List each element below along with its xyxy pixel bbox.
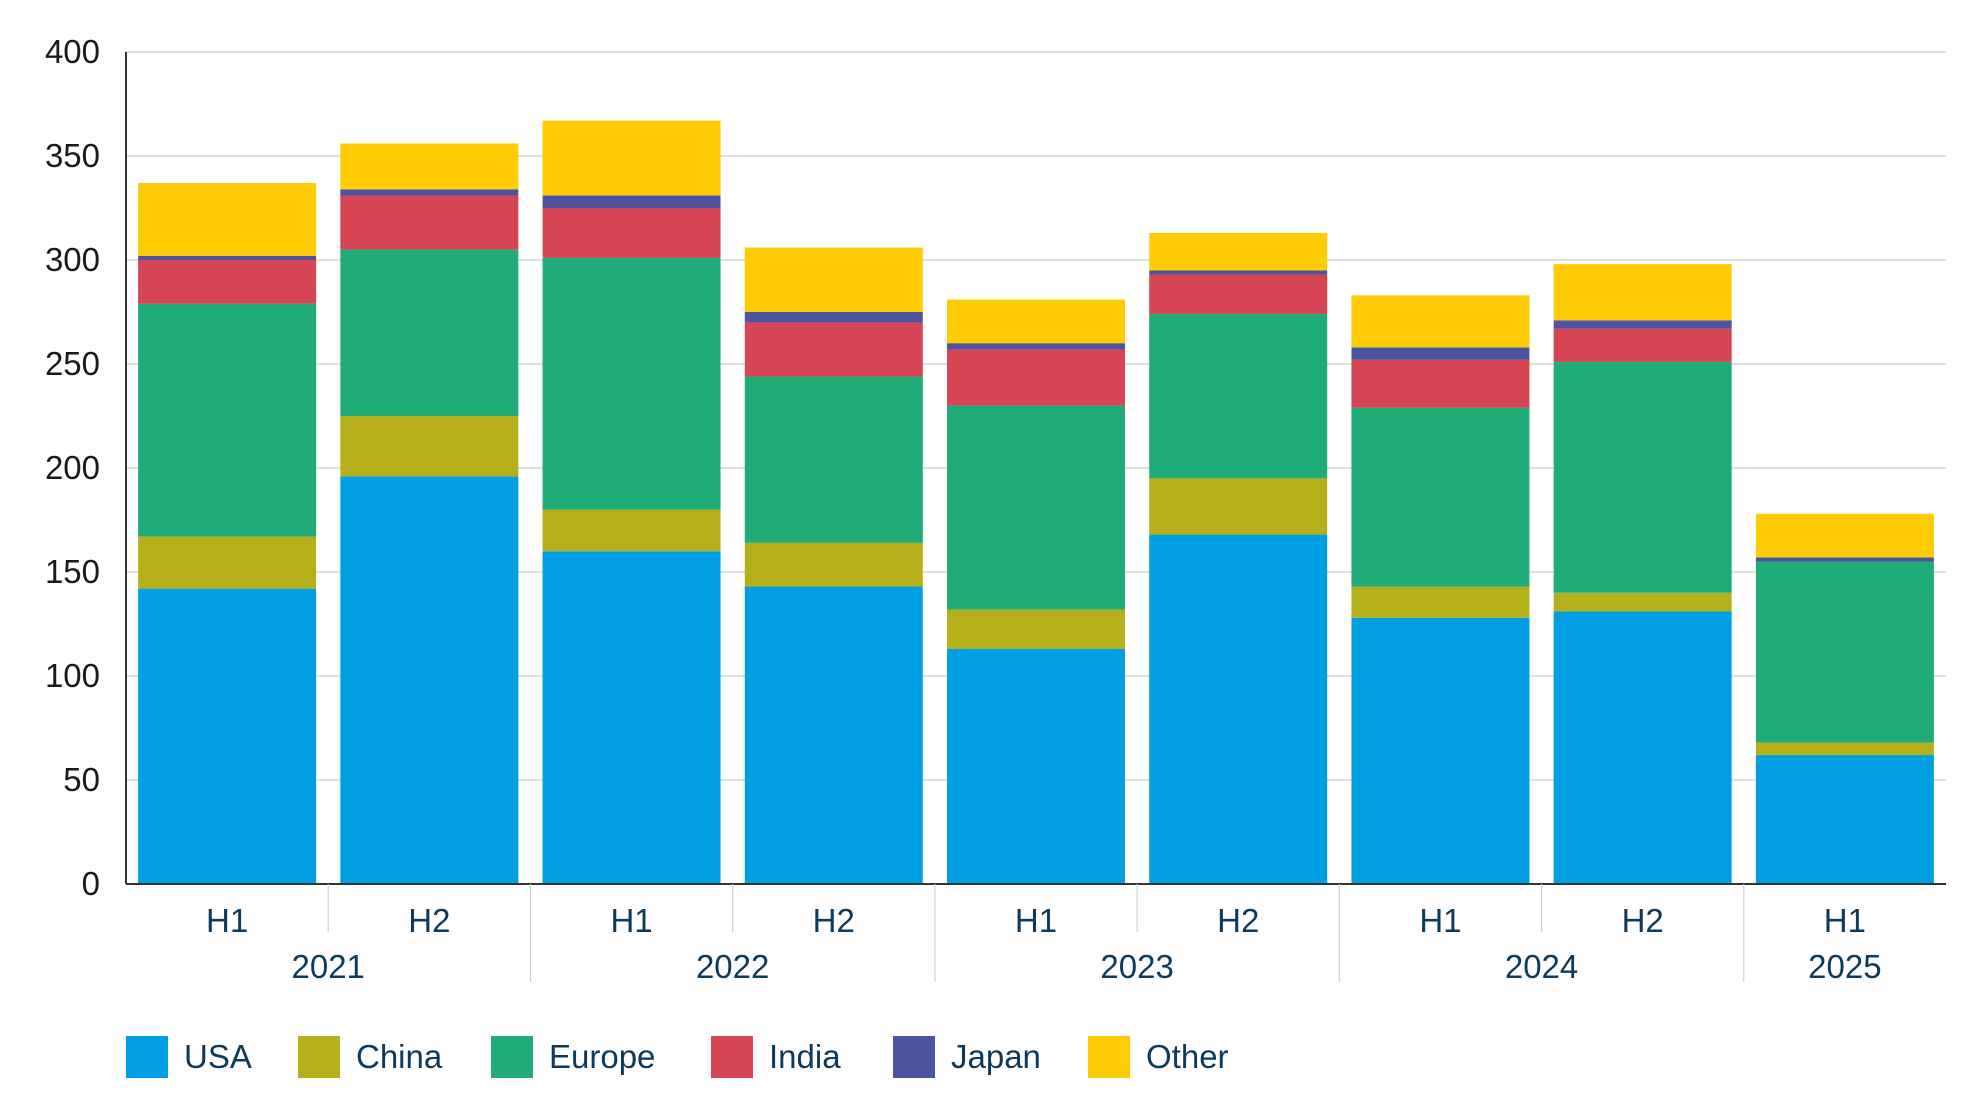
bar-segment-europe <box>947 405 1125 610</box>
bar-segment-india <box>1149 274 1328 315</box>
bar-segment-usa <box>947 648 1125 884</box>
bar-segment-europe <box>340 249 519 416</box>
bar-segment-other <box>542 120 721 196</box>
bar-segment-europe <box>744 376 923 543</box>
bar-segment-china <box>542 509 721 552</box>
bar-segment-china <box>1755 742 1934 756</box>
bar-segment-usa <box>542 551 721 884</box>
bar-segment-usa <box>1149 534 1328 884</box>
bar-segment-china <box>1149 478 1328 535</box>
x-category-label: H1 <box>1824 902 1866 939</box>
bar-segment-other <box>138 183 317 256</box>
x-category-label: H1 <box>206 902 248 939</box>
bar-segment-china <box>1553 592 1732 612</box>
bar-segment-japan <box>1553 320 1732 329</box>
bar-segment-europe <box>542 257 721 510</box>
bar-segment-china <box>744 542 923 587</box>
bar-segment-china <box>947 609 1125 649</box>
y-tick-labels: 0 50 100 150 200 250 300 350 400 <box>45 33 100 902</box>
bar-segment-other <box>340 143 519 190</box>
bar-segment-japan <box>138 255 317 260</box>
x-category-label: H2 <box>813 902 855 939</box>
legend-swatch-japan <box>893 1036 935 1078</box>
bar-segment-india <box>947 349 1125 406</box>
x-category-label: H1 <box>610 902 652 939</box>
y-tick-label: 50 <box>63 761 100 798</box>
y-tick-label: 350 <box>45 137 100 174</box>
bar-segment-usa <box>1553 611 1732 884</box>
x-category-label: H2 <box>1622 902 1664 939</box>
bar-segment-japan <box>947 343 1125 350</box>
legend: USA China Europe India Japan Other <box>126 1036 1229 1078</box>
bar-segment-europe <box>138 303 317 537</box>
legend-label-india: India <box>769 1038 841 1075</box>
y-tick-label: 150 <box>45 553 100 590</box>
bar-segment-other <box>947 299 1125 344</box>
x-category-label: H1 <box>1419 902 1461 939</box>
bar-segment-usa <box>138 588 317 884</box>
bar-segment-india <box>138 260 317 304</box>
bar-segment-china <box>138 536 317 589</box>
bar-segment-japan <box>542 195 721 208</box>
y-tick-label: 0 <box>82 865 100 902</box>
x-group-label: 2025 <box>1808 948 1881 985</box>
bar-segment-europe <box>1553 361 1732 593</box>
bar-segment-india <box>542 208 721 258</box>
bar-segment-usa <box>340 476 519 884</box>
y-tick-label: 100 <box>45 657 100 694</box>
legend-swatch-usa <box>126 1036 168 1078</box>
bar-segment-europe <box>1351 407 1530 587</box>
bar-segment-europe <box>1149 314 1328 479</box>
bar-segment-japan <box>1755 557 1934 562</box>
bar-segment-china <box>1351 586 1530 618</box>
legend-swatch-europe <box>491 1036 533 1078</box>
bar-segment-japan <box>340 189 519 196</box>
bar-segment-japan <box>1351 347 1530 360</box>
legend-label-china: China <box>356 1038 443 1075</box>
x-category-label: H1 <box>1015 902 1057 939</box>
bar-segment-usa <box>1351 617 1530 884</box>
legend-swatch-other <box>1088 1036 1130 1078</box>
legend-swatch-india <box>711 1036 753 1078</box>
bar-segment-japan <box>1149 270 1328 275</box>
bar-segment-india <box>744 322 923 377</box>
axes <box>125 52 1946 885</box>
bar-segment-india <box>340 195 519 250</box>
bar-segment-china <box>340 416 519 477</box>
y-tick-label: 300 <box>45 241 100 278</box>
legend-swatch-china <box>298 1036 340 1078</box>
bar-segment-other <box>1351 295 1530 348</box>
y-tick-label: 400 <box>45 33 100 70</box>
legend-label-europe: Europe <box>549 1038 655 1075</box>
x-category-labels: H1 H2 H1 H2 H1 H2 H1 H2 H1 2021 2022 2023 2024 2025 <box>206 884 1882 985</box>
legend-label-usa: USA <box>184 1038 252 1075</box>
bar-segment-other <box>1553 264 1732 321</box>
x-category-label: H2 <box>408 902 450 939</box>
bar-segment-other <box>744 247 923 312</box>
y-tick-label: 250 <box>45 345 100 382</box>
bar-segment-europe <box>1755 561 1934 743</box>
bar-segment-other <box>1755 513 1934 558</box>
y-tick-label: 200 <box>45 449 100 486</box>
x-group-label: 2024 <box>1505 948 1578 985</box>
bar-segment-usa <box>744 586 923 884</box>
bar-segment-usa <box>1755 755 1934 884</box>
bars <box>138 120 1934 884</box>
bar-segment-india <box>1553 328 1732 362</box>
legend-label-japan: Japan <box>951 1038 1041 1075</box>
bar-segment-india <box>1351 359 1530 408</box>
x-group-label: 2021 <box>292 948 365 985</box>
bar-segment-other <box>1149 232 1328 271</box>
x-category-label: H2 <box>1217 902 1259 939</box>
bar-segment-japan <box>744 312 923 323</box>
x-group-label: 2023 <box>1100 948 1173 985</box>
legend-label-other: Other <box>1146 1038 1229 1075</box>
x-group-label: 2022 <box>696 948 769 985</box>
